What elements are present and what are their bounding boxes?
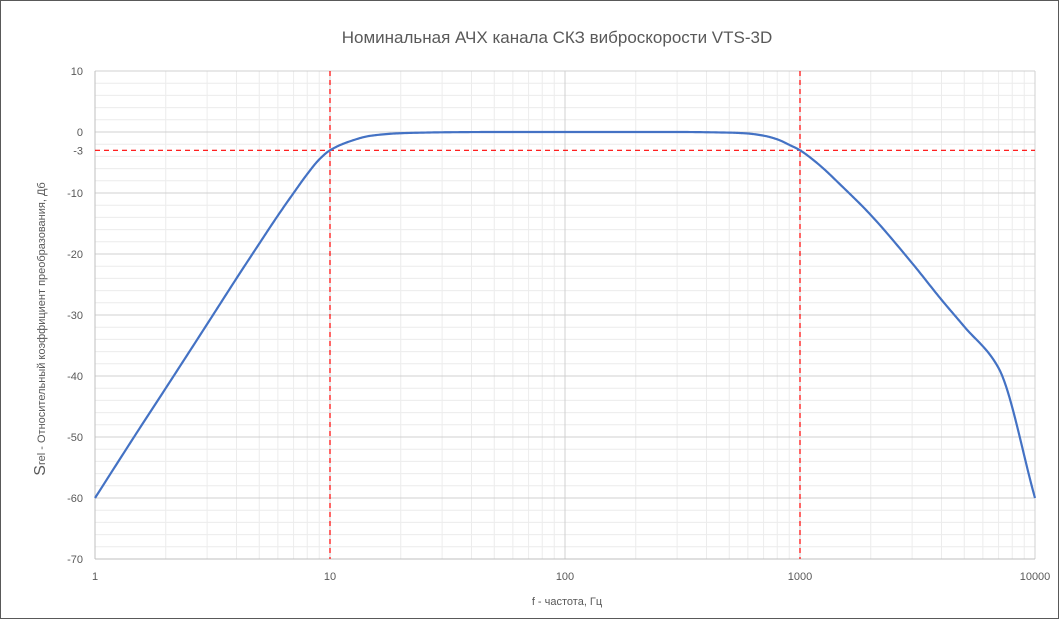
y-tick-label: -40 (67, 371, 83, 383)
y-tick-label: -50 (67, 432, 83, 444)
y-tick-label: 10 (71, 66, 83, 78)
x-axis-title: f - частота, Гц (532, 596, 603, 608)
y-tick-label: -10 (67, 188, 83, 200)
x-tick-label: 10 (324, 571, 336, 583)
series-layer (94, 130, 1037, 499)
x-tick-label: 1 (92, 571, 98, 583)
x-tick-label: 10000 (1020, 571, 1051, 583)
reference-lines (95, 71, 1035, 559)
y-axis-title-subscript: rel (36, 453, 48, 465)
chart-title: Номинальная АЧХ канала СКЗ виброскорости… (342, 28, 773, 47)
y-axis-title: Srel - Относительный коэффициент преобра… (32, 182, 49, 475)
x-tick-label: 1000 (788, 571, 812, 583)
x-tick-label: 100 (556, 571, 574, 583)
y-axis-title-text: - Относительный коэффициент преобразован… (36, 182, 48, 452)
y-axis-title-symbol: S (32, 465, 49, 476)
y-tick-label: -20 (67, 249, 83, 261)
series-line (94, 130, 1037, 499)
y-tick-label: 0 (77, 127, 83, 139)
y-tick-label: -60 (67, 493, 83, 505)
y-tick-label: -3 (73, 145, 83, 157)
y-tick-label: -30 (67, 310, 83, 322)
grid-layer (94, 70, 1036, 560)
y-tick-label: -70 (67, 554, 83, 566)
tick-labels: 1 10 100 1000 10000100-3-10-20-30-40-50-60-7… (67, 66, 1050, 583)
